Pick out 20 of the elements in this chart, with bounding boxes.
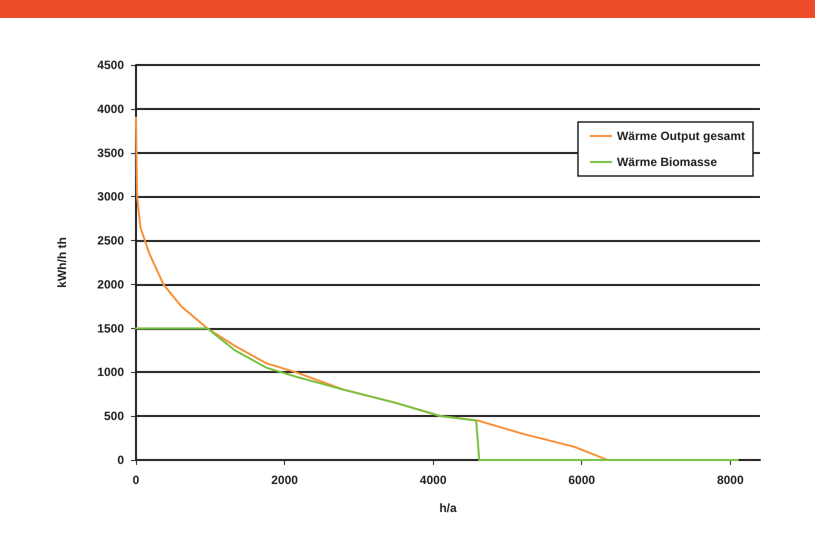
y-tick-label: 3000 (97, 190, 124, 204)
x-tick-label: 4000 (420, 473, 447, 487)
y-tick-label: 0 (117, 453, 124, 467)
legend-label: Wärme Output gesamt (616, 129, 746, 143)
y-tick-label: 1000 (97, 365, 124, 380)
y-tick-label: 2500 (97, 234, 124, 248)
x-tick-label: 6000 (568, 473, 596, 487)
x-tick-label: 0 (132, 473, 140, 487)
line-series (135, 327, 739, 461)
x-axis-title: h/a (439, 501, 457, 515)
legend-label: Wärme Biomasse (616, 155, 718, 169)
y-tick-label: 3500 (97, 146, 124, 160)
y-tick-label: 1500 (97, 321, 124, 336)
y-axis-title: kWh/h th (55, 237, 69, 288)
y-tick-label: 4000 (97, 102, 124, 116)
y-tick-label: 500 (104, 409, 124, 424)
x-tick-label: 2000 (271, 473, 298, 487)
y-tick-label: 2000 (97, 277, 124, 292)
x-tick-label: 8000 (716, 473, 744, 487)
y-tick-label: 4500 (97, 58, 124, 72)
